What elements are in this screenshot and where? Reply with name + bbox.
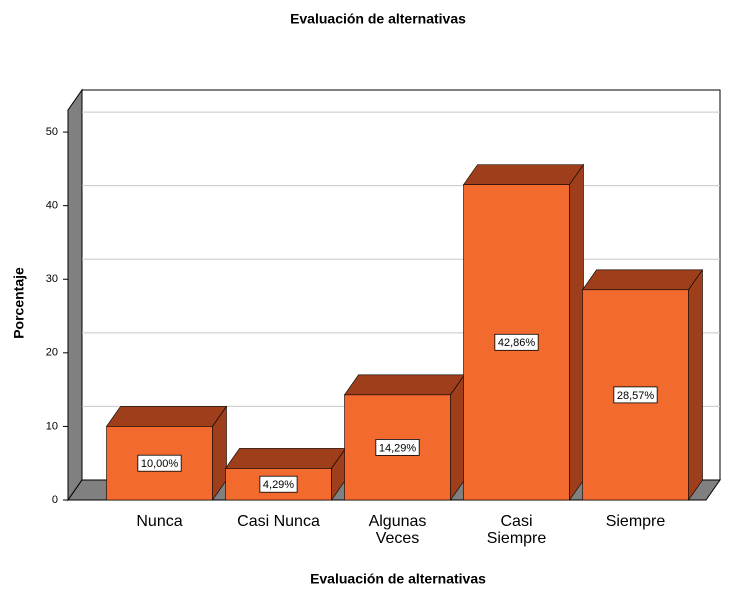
bar-side [688,268,703,501]
x-tick-label: Siempre [606,513,666,530]
bar-top [105,406,228,427]
value-label-box [259,475,298,493]
value-label-group: 4,29% [259,475,298,493]
value-label-group: 28,57% [613,386,658,404]
y-tick-label: 20 [46,347,58,359]
x-tick-label: Casi Siempre [487,513,547,547]
value-label-box [613,386,658,404]
x-axis-label: Evaluación de alternativas [310,571,486,587]
value-label: 10,00% [141,458,179,470]
x-tick-label: Algunas Veces [369,513,427,547]
value-label: 42,86% [498,337,536,349]
bar-side [569,163,584,501]
value-label: 4,29% [263,479,294,491]
bar-side [450,373,465,501]
bar-top [581,269,704,291]
value-label-box [494,333,539,351]
y-axis-label: Porcentaje [11,267,27,339]
y-tick-label: 30 [46,273,58,285]
value-label-group: 10,00% [137,454,182,472]
value-label: 14,29% [379,442,417,454]
value-label-box [375,439,420,456]
left-wall [67,88,83,502]
bar-top [462,164,585,185]
x-tick-label: Nunca [136,513,182,530]
y-tick-label: 50 [46,126,58,138]
value-label-group: 42,86% [494,333,539,351]
bar-top [224,448,347,469]
value-label-group: 14,29% [375,439,420,456]
value-label: 28,57% [617,390,655,402]
y-tick-label: 10 [46,420,58,432]
x-tick-label: Casi Nunca [237,513,320,530]
y-tick-label: 0 [52,494,58,506]
value-label-box [137,454,182,472]
chart-title: Evaluación de alternativas [290,11,466,27]
y-tick-label: 40 [46,200,58,212]
bar-top [343,374,466,396]
